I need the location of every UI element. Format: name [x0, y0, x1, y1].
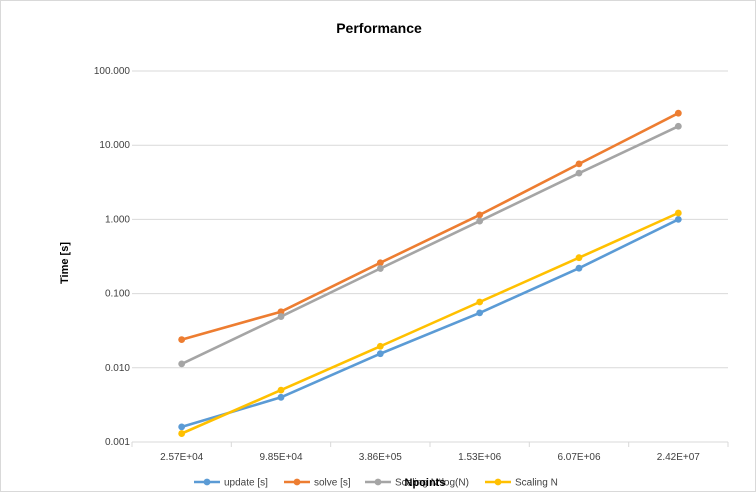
y-tick-label: 0.010 [105, 363, 130, 374]
data-point [376, 350, 384, 358]
x-tick-label: 2.42E+07 [657, 452, 701, 463]
data-point [277, 386, 285, 394]
legend: update [s] solve [s] Scaling N*log(N) Scali… [194, 478, 558, 489]
x-tick-label: 6.07E+06 [557, 452, 601, 463]
data-point [376, 259, 384, 267]
data-point [476, 217, 484, 225]
legend-item-0: update [s] [194, 478, 268, 489]
data-point [575, 169, 583, 177]
chart-title: Performance [336, 20, 422, 36]
data-point [178, 336, 186, 343]
y-tick-label: 1.000 [105, 214, 130, 225]
y-tick-label: 0.001 [105, 437, 130, 448]
x-tick-label: 2.57E+04 [160, 452, 204, 463]
data-point [178, 430, 186, 437]
series-2 [178, 122, 682, 368]
legend-swatch-marker [494, 478, 502, 486]
y-axis-title: Time [s] [59, 242, 71, 284]
data-point [277, 308, 285, 316]
data-point [674, 209, 682, 217]
x-tick-label: 1.53E+06 [458, 452, 502, 463]
series-1 [178, 109, 682, 343]
data-point [674, 122, 682, 130]
series-line [181, 112, 679, 341]
series-0 [178, 216, 682, 431]
series-line [181, 218, 679, 429]
data-point [376, 265, 384, 272]
data-point [674, 216, 682, 223]
legend-swatch-marker [374, 478, 382, 486]
y-tick-labels: 0.001 0.010 0.100 1.000 10.000 100.000 [94, 66, 131, 448]
series-line [181, 211, 679, 435]
data-point [575, 160, 583, 168]
data-point [674, 109, 682, 117]
data-point [575, 264, 583, 272]
legend-item-1: solve [s] [284, 478, 351, 489]
data-point [277, 393, 285, 401]
x-axis-title: Npoints [405, 477, 446, 489]
series-3 [178, 209, 682, 437]
legend-item-2: Scaling N*log(N) [365, 478, 469, 489]
data-point [476, 211, 484, 219]
legend-item-3: Scaling N [485, 478, 558, 489]
x-tick-label: 9.85E+04 [259, 452, 303, 463]
gridlines [131, 70, 729, 447]
y-tick-label: 10.000 [99, 140, 130, 151]
legend-label: Scaling N [515, 478, 558, 489]
x-tick-labels: 2.57E+04 9.85E+04 3.86E+05 1.53E+06 6.07E+06… [160, 452, 700, 463]
y-tick-label: 100.000 [94, 66, 131, 77]
y-tick-label: 0.100 [105, 289, 130, 300]
data-point [277, 313, 285, 320]
legend-swatch-marker [293, 478, 301, 486]
legend-label: update [s] [224, 478, 268, 489]
data-point [178, 360, 186, 368]
data-point [476, 309, 484, 317]
data-point [178, 423, 186, 431]
legend-label: Scaling N*log(N) [395, 478, 469, 489]
x-tick-label: 3.86E+05 [359, 452, 403, 463]
data-point [376, 342, 384, 350]
series-group [178, 109, 682, 437]
series-line [181, 125, 679, 366]
data-point [476, 298, 484, 306]
legend-label: solve [s] [314, 478, 351, 489]
legend-swatch-marker [203, 478, 211, 486]
data-point [575, 254, 583, 262]
